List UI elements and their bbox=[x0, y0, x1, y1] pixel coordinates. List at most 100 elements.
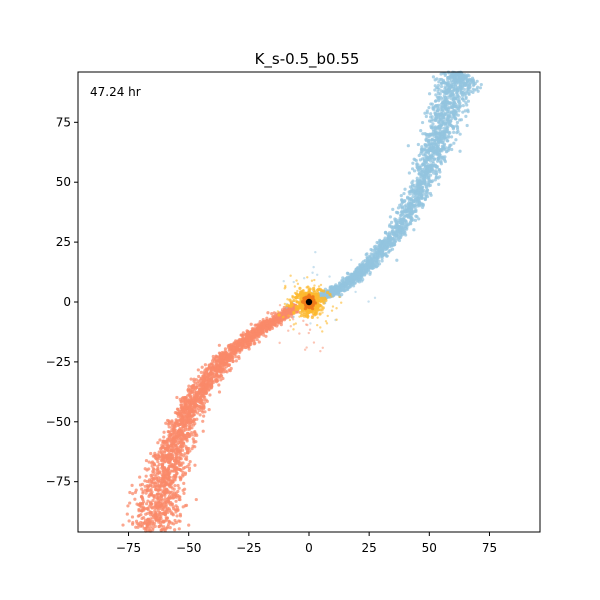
data-point-leading bbox=[311, 271, 314, 274]
data-point-leading bbox=[459, 81, 463, 85]
data-point-trailing bbox=[187, 389, 191, 393]
data-point-leading bbox=[479, 82, 483, 87]
data-point-leading bbox=[375, 240, 379, 245]
data-point-leading bbox=[437, 113, 442, 117]
data-point-trailing bbox=[232, 351, 237, 356]
data-point-trailing bbox=[280, 310, 284, 314]
data-point-trailing bbox=[167, 433, 171, 438]
data-point-trailing bbox=[205, 399, 209, 403]
data-point-leading bbox=[363, 258, 368, 263]
data-point-leading bbox=[437, 87, 441, 91]
data-point-trailing bbox=[185, 457, 189, 461]
data-point-leading bbox=[462, 87, 466, 91]
data-point-leading bbox=[402, 218, 406, 222]
data-point-trailing bbox=[175, 407, 180, 411]
data-point-trailing bbox=[272, 316, 276, 320]
data-point-trailing bbox=[161, 439, 165, 443]
data-point-trailing bbox=[249, 322, 253, 326]
data-point-leading bbox=[410, 187, 414, 191]
data-point-trailing bbox=[178, 478, 183, 482]
data-point-leading bbox=[336, 286, 341, 290]
data-point-trailing bbox=[193, 433, 197, 437]
data-point-trailing bbox=[285, 311, 289, 315]
data-point-leading bbox=[447, 131, 451, 136]
data-point-leading bbox=[460, 75, 464, 79]
data-point-leading bbox=[428, 132, 433, 136]
data-point-trailing bbox=[180, 418, 185, 422]
data-point-leading bbox=[450, 147, 454, 152]
data-point-leading bbox=[441, 96, 446, 100]
data-point-trailing bbox=[172, 459, 177, 463]
data-point-trailing bbox=[158, 517, 162, 521]
data-point-leading bbox=[395, 258, 399, 262]
data-point-trailing bbox=[190, 433, 194, 437]
data-point-trailing bbox=[232, 341, 236, 345]
data-point-leading bbox=[450, 89, 454, 94]
data-point-leading bbox=[377, 247, 381, 252]
data-point-trailing bbox=[140, 516, 144, 521]
data-point-trailing bbox=[171, 448, 176, 452]
data-point-trailing bbox=[130, 515, 135, 519]
data-point-trailing bbox=[265, 324, 268, 327]
data-point-trailing bbox=[214, 375, 218, 379]
data-point-trailing bbox=[182, 402, 186, 406]
data-point-leading bbox=[458, 74, 462, 78]
data-point-leading bbox=[449, 96, 453, 100]
data-point-trailing bbox=[221, 365, 225, 369]
data-point-trailing bbox=[179, 468, 183, 473]
data-point-trailing bbox=[195, 404, 199, 408]
data-point-leading bbox=[457, 95, 461, 99]
data-point-trailing bbox=[251, 329, 255, 333]
data-point-leading bbox=[407, 171, 411, 175]
data-point-leading bbox=[471, 78, 475, 83]
data-point-trailing bbox=[162, 484, 166, 488]
data-point-trailing bbox=[170, 420, 174, 424]
data-point-trailing bbox=[219, 367, 223, 372]
data-point-trailing bbox=[184, 445, 188, 449]
data-point-trailing bbox=[259, 322, 263, 326]
data-point-leading bbox=[441, 116, 446, 120]
data-point-trailing bbox=[184, 435, 189, 439]
data-point-leading bbox=[431, 149, 435, 153]
data-point-leading bbox=[454, 138, 458, 142]
data-point-trailing bbox=[201, 403, 206, 408]
data-point-trailing bbox=[278, 341, 281, 345]
data-point-leading bbox=[414, 209, 418, 213]
data-point-trailing bbox=[305, 323, 308, 326]
data-point-trailing bbox=[214, 379, 219, 383]
data-point-leading bbox=[463, 77, 467, 81]
data-point-trailing bbox=[298, 332, 301, 335]
data-point-leading bbox=[361, 277, 365, 282]
data-point-trailing bbox=[163, 519, 167, 523]
data-point-trailing bbox=[131, 521, 135, 525]
data-point-trailing bbox=[150, 485, 155, 489]
data-point-trailing bbox=[291, 318, 295, 321]
data-point-leading bbox=[475, 79, 479, 83]
data-point-leading bbox=[368, 261, 372, 266]
data-point-leading bbox=[405, 195, 410, 199]
data-point-leading bbox=[431, 75, 436, 79]
data-point-leading bbox=[450, 105, 454, 110]
data-point-leading bbox=[436, 157, 441, 161]
data-point-trailing bbox=[167, 519, 171, 523]
data-point-trailing bbox=[203, 363, 207, 367]
data-point-trailing bbox=[168, 454, 172, 458]
data-point-leading bbox=[302, 277, 306, 280]
data-point-trailing bbox=[321, 346, 324, 349]
data-point-trailing bbox=[225, 357, 229, 361]
data-point-leading bbox=[316, 273, 319, 276]
data-point-leading bbox=[454, 73, 458, 77]
data-point-trailing bbox=[227, 363, 231, 367]
data-point-leading bbox=[420, 170, 424, 174]
data-point-leading bbox=[418, 190, 423, 195]
data-point-trailing bbox=[279, 320, 283, 324]
data-point-leading bbox=[395, 210, 399, 215]
data-point-leading bbox=[422, 157, 426, 161]
data-point-trailing bbox=[234, 349, 238, 353]
data-point-trailing bbox=[144, 474, 148, 478]
data-point-trailing bbox=[240, 342, 244, 347]
data-point-trailing bbox=[199, 400, 204, 404]
data-point-trailing bbox=[261, 318, 265, 322]
data-point-leading bbox=[434, 175, 439, 179]
data-point-trailing bbox=[153, 484, 157, 488]
